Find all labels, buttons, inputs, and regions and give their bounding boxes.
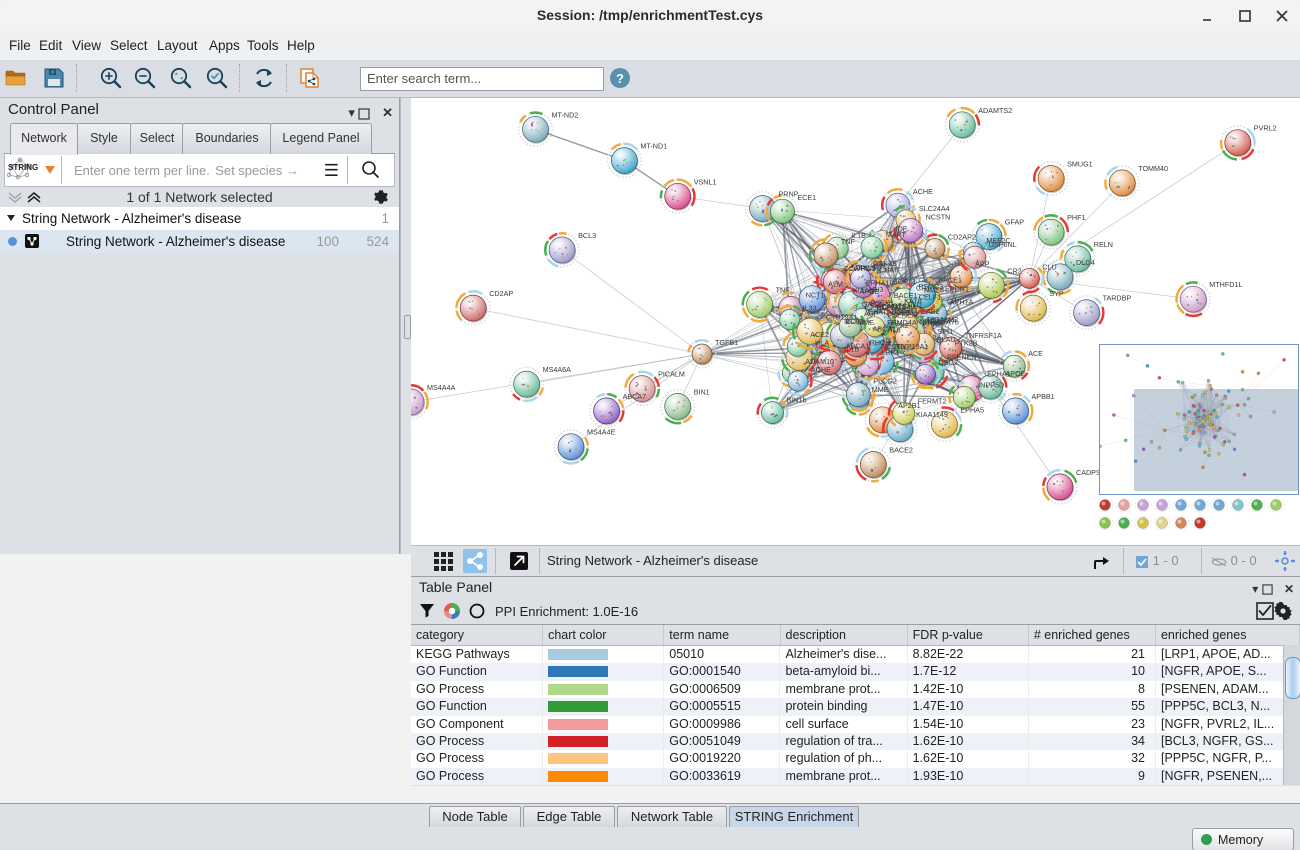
svg-text:BIN1: BIN1 — [694, 387, 710, 396]
svg-text:PVRL2: PVRL2 — [1254, 124, 1277, 133]
svg-text:BACE1: BACE1 — [938, 276, 962, 285]
svg-text:CR2: CR2 — [1007, 266, 1021, 275]
svg-text:ACE2: ACE2 — [810, 330, 829, 339]
svg-text:PLCG2: PLCG2 — [873, 377, 897, 386]
svg-text:DSG2: DSG2 — [938, 358, 958, 367]
svg-text:MAPT: MAPT — [886, 230, 907, 239]
svg-text:MTHFD1L: MTHFD1L — [1209, 280, 1242, 289]
svg-text:STRING: STRING — [8, 163, 38, 172]
svg-text:PRNP: PRNP — [779, 190, 799, 199]
svg-text:HLA: HLA — [815, 338, 829, 347]
svg-text:FERMT2: FERMT2 — [918, 396, 947, 405]
svg-text:EPDR1: EPDR1 — [945, 285, 969, 294]
svg-text:CTSD: CTSD — [874, 262, 894, 271]
svg-text:RELN: RELN — [1094, 240, 1113, 249]
svg-text:ACHE: ACHE — [913, 187, 933, 196]
svg-text:APOE: APOE — [1006, 369, 1026, 378]
svg-text:IL33: IL33 — [803, 304, 817, 313]
svg-text:CLU: CLU — [1042, 262, 1056, 271]
svg-text:ACE: ACE — [1028, 349, 1043, 358]
svg-text:A2M: A2M — [828, 280, 843, 289]
svg-text:CD2AP2: CD2AP2 — [948, 232, 976, 241]
svg-text:SMUG1: SMUG1 — [1067, 160, 1093, 169]
svg-text:MME: MME — [857, 318, 874, 327]
svg-text:GAB2: GAB2 — [920, 307, 939, 316]
svg-text:BACE2: BACE2 — [889, 446, 913, 455]
svg-text:APH1A: APH1A — [950, 298, 974, 307]
svg-text:CYP19A1: CYP19A1 — [826, 312, 858, 321]
svg-text:VSNL1: VSNL1 — [694, 177, 717, 186]
svg-text:PSENEN: PSENEN — [888, 311, 918, 320]
svg-text:PRNP: PRNP — [923, 319, 943, 328]
svg-text:INPP5D: INPP5D — [978, 380, 1004, 389]
svg-text:GFAP: GFAP — [1005, 218, 1024, 227]
svg-text:?: ? — [616, 71, 624, 86]
svg-text:RHOH: RHOH — [870, 338, 891, 347]
svg-text:CD2AP: CD2AP — [489, 289, 513, 298]
svg-text:TARDBP: TARDBP — [1103, 294, 1132, 303]
svg-text:NCSTN: NCSTN — [926, 212, 951, 221]
svg-text:TNF: TNF — [841, 237, 856, 246]
svg-text:USP6NL: USP6NL — [989, 240, 1017, 249]
svg-text:LRP1: LRP1 — [881, 348, 899, 357]
svg-text:MT-ND2: MT-ND2 — [552, 110, 579, 119]
svg-text:BIN1b: BIN1b — [787, 396, 807, 405]
svg-text:TNF: TNF — [776, 285, 791, 294]
svg-text:TNFRSF1A: TNFRSF1A — [965, 331, 1002, 340]
svg-text:SPI1: SPI1 — [938, 327, 954, 336]
svg-text:MS4A4A: MS4A4A — [427, 383, 456, 392]
svg-text:MT-ND1: MT-ND1 — [640, 142, 667, 151]
svg-text:ABCA1: ABCA1 — [873, 325, 897, 334]
svg-text:ACHE: ACHE — [811, 365, 831, 374]
svg-text:PHF1: PHF1 — [1067, 213, 1085, 222]
svg-text:EPHA5: EPHA5 — [960, 405, 984, 414]
svg-text:TOMM40: TOMM40 — [1138, 164, 1168, 173]
svg-text:APBB1: APBB1 — [1032, 392, 1055, 401]
svg-text:TGFB1: TGFB1 — [715, 338, 738, 347]
svg-text:MS4A6A: MS4A6A — [543, 365, 572, 374]
svg-text:MME: MME — [872, 385, 889, 394]
svg-text:ECE1: ECE1 — [797, 193, 816, 202]
svg-text:NCT1: NCT1 — [806, 290, 825, 299]
svg-text:IL1B: IL1B — [844, 345, 859, 354]
svg-text:SYP: SYP — [1049, 289, 1064, 298]
svg-text:PLAU: PLAU — [937, 335, 956, 344]
svg-text:MS4A4E: MS4A4E — [587, 428, 616, 437]
svg-text:APP: APP — [864, 309, 879, 318]
svg-text:PICALM: PICALM — [658, 370, 685, 379]
svg-text:BCL3: BCL3 — [578, 231, 596, 240]
svg-text:DLG4: DLG4 — [1076, 258, 1095, 267]
svg-text:ABI3: ABI3 — [868, 285, 884, 294]
svg-text:ABCA7: ABCA7 — [623, 392, 647, 401]
svg-text:KIAA1149: KIAA1149 — [916, 410, 948, 419]
svg-text:SORL1: SORL1 — [893, 277, 917, 286]
svg-text:KAT8: KAT8 — [904, 296, 921, 305]
svg-text:ADAMTS2: ADAMTS2 — [978, 106, 1012, 115]
svg-text:APP: APP — [975, 259, 990, 268]
